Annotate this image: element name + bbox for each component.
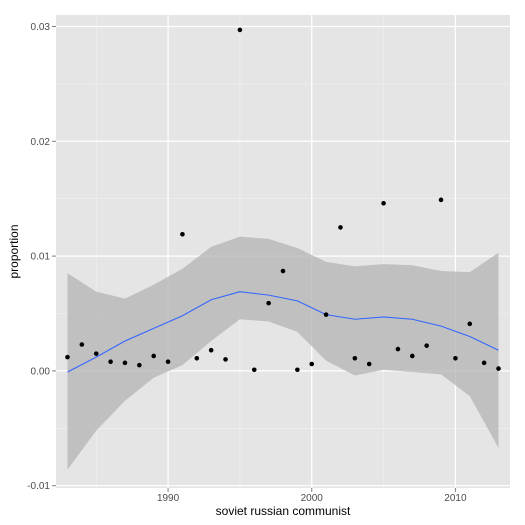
- data-point: [323, 312, 329, 317]
- data-point: [151, 353, 156, 359]
- data-point: [366, 361, 372, 367]
- data-point: [266, 300, 271, 306]
- x-axis-title: soviet russian communist: [216, 504, 351, 518]
- data-point: [280, 268, 286, 274]
- data-point: [93, 351, 99, 356]
- data-point: [295, 367, 300, 373]
- y-axis-title: proportion: [7, 224, 21, 278]
- data-point: [251, 367, 257, 373]
- data-point: [481, 360, 487, 366]
- data-points: [65, 27, 501, 373]
- x-tick-label: 2000: [301, 493, 324, 504]
- smooth-trend-line: [67, 291, 499, 373]
- data-point: [122, 360, 128, 366]
- data-point: [438, 197, 444, 203]
- data-point: [194, 355, 200, 361]
- confidence-band: [67, 236, 499, 470]
- data-point: [338, 225, 343, 230]
- data-point: [137, 362, 142, 368]
- data-point: [496, 366, 501, 371]
- x-tick-label: 2010: [444, 493, 467, 504]
- y-tick-label: 0.03: [31, 22, 51, 33]
- data-point: [381, 200, 386, 206]
- data-point: [223, 357, 228, 362]
- data-point: [180, 231, 185, 237]
- y-tick-label: -0.01: [27, 481, 50, 492]
- data-point: [410, 353, 415, 359]
- smooth-line: [67, 291, 499, 373]
- axis-ticks: -0.01 0.00 0.01 0.02 0.03 1990 2000 2010: [27, 22, 467, 504]
- data-point: [467, 321, 473, 327]
- y-tick-label: 0.00: [31, 366, 51, 377]
- data-point: [108, 359, 113, 365]
- data-point: [79, 342, 85, 347]
- grid: [56, 15, 510, 488]
- y-tick-label: 0.01: [31, 252, 51, 263]
- x-tick-label: 1990: [157, 493, 180, 504]
- data-point: [65, 354, 70, 360]
- data-point: [395, 346, 401, 352]
- confidence-ribbon: [67, 236, 499, 470]
- data-point: [165, 359, 171, 365]
- data-point: [352, 355, 358, 361]
- data-point: [424, 343, 429, 348]
- data-point: [309, 361, 315, 367]
- data-point: [237, 27, 243, 33]
- data-point: [453, 355, 458, 361]
- y-tick-label: 0.02: [31, 137, 51, 148]
- data-point: [208, 347, 214, 353]
